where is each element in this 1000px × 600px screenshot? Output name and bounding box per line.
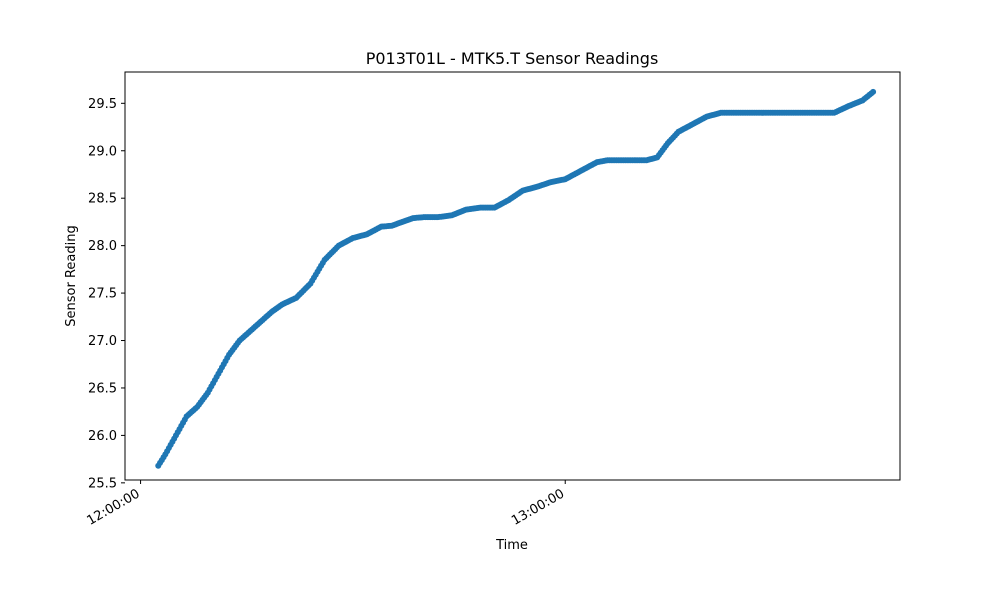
x-axis: 12:00:00 13:00:00	[85, 480, 567, 529]
y-axis-label: Sensor Reading	[64, 225, 79, 326]
plot-frame	[124, 71, 901, 481]
chart-title: P013T01L - MTK5.T Sensor Readings	[366, 49, 659, 68]
x-axis-label: Time	[495, 538, 528, 553]
x-tick-label: 13:00:00	[509, 486, 567, 528]
x-tick-label: 12:00:00	[85, 486, 143, 528]
y-tick-label: 27.5	[88, 287, 117, 302]
data-point	[870, 88, 877, 95]
y-tick-label: 26.0	[88, 429, 117, 444]
y-tick-label: 26.5	[88, 381, 117, 396]
y-tick-label: 28.5	[88, 192, 117, 207]
plot-area	[155, 88, 877, 469]
y-tick-label: 28.0	[88, 239, 117, 254]
y-tick-label: 27.0	[88, 334, 117, 349]
series-0	[155, 88, 877, 469]
y-axis: 25.5 26.0 26.5 27.0 27.5 28.0 28.5 29.0 29.5	[88, 97, 125, 491]
y-tick-label: 25.5	[88, 476, 117, 491]
y-tick-label: 29.5	[88, 97, 117, 112]
y-tick-label: 29.0	[88, 144, 117, 159]
